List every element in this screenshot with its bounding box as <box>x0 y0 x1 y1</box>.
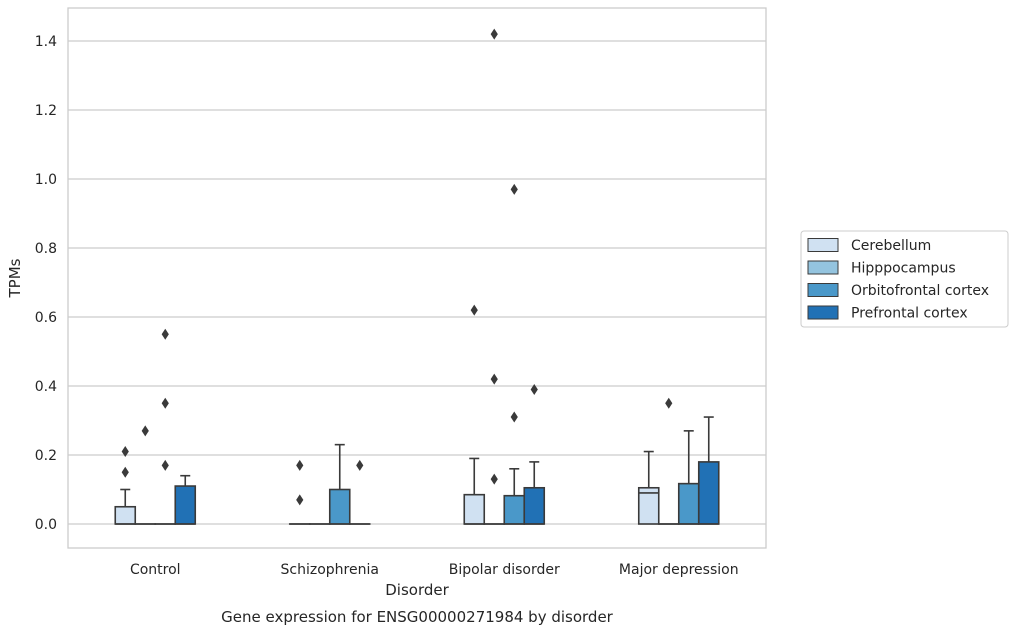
outlier-point <box>490 373 498 385</box>
legend-swatch <box>807 238 839 252</box>
outlier-point <box>490 473 498 485</box>
legend-swatch <box>807 260 839 275</box>
box-group <box>677 430 700 525</box>
y-tick-label: 0.6 <box>35 310 57 326</box>
y-tick-label: 0.8 <box>35 241 57 257</box>
grid-layer <box>68 40 766 525</box>
box-layer <box>114 28 720 525</box>
box-group <box>288 459 311 525</box>
x-tick-label: Schizophrenia <box>281 562 379 578</box>
box <box>697 461 720 525</box>
legend-swatch <box>807 305 839 320</box>
box <box>174 485 197 525</box>
y-tick-label: 0.0 <box>35 517 57 533</box>
box-group <box>463 304 486 525</box>
outlier-point <box>141 425 149 437</box>
box-group <box>174 474 197 525</box>
outlier-point <box>470 304 478 316</box>
legend-frame <box>800 230 1009 328</box>
box <box>114 505 137 525</box>
box-group <box>154 328 177 525</box>
x-axis-label: Disorder <box>385 581 449 599</box>
box <box>503 494 526 525</box>
box <box>328 488 351 525</box>
legend-label: Hipppocampus <box>851 261 956 277</box>
y-tick-label: 1.4 <box>35 34 57 50</box>
y-tick-label: 0.2 <box>35 448 57 464</box>
y-tick-label: 1.2 <box>35 103 57 119</box>
outlier-point <box>296 494 304 506</box>
outlier-point <box>121 446 129 458</box>
box <box>637 486 660 525</box>
outlier-point <box>161 328 169 340</box>
box <box>463 493 486 525</box>
outlier-point <box>161 397 169 409</box>
box-group <box>328 443 351 525</box>
plot-frame <box>67 7 767 549</box>
outlier-point <box>161 459 169 471</box>
box <box>677 482 700 525</box>
box-group <box>348 459 371 525</box>
outlier-point <box>296 459 304 471</box>
y-tick-labels: 0.0 0.2 0.4 0.6 0.8 1.0 1.2 1.4 <box>35 34 57 533</box>
outlier-point <box>510 183 518 195</box>
outlier-point <box>530 383 538 395</box>
box-group <box>503 183 526 525</box>
y-axis-label: TPMs <box>6 258 24 298</box>
y-tick-label: 0.4 <box>35 379 57 395</box>
outlier-point <box>356 459 364 471</box>
x-tick-labels: Control Schizophrenia Bipolar disorder Majo… <box>130 562 739 578</box>
legend-label: Cerebellum <box>851 238 931 254</box>
box-group <box>697 416 720 525</box>
box-group <box>523 383 546 525</box>
plot-area <box>68 8 766 548</box>
legend-label: Prefrontal cortex <box>851 306 968 322</box>
legend-label: Orbitofrontal cortex <box>851 283 989 299</box>
outlier-point <box>510 411 518 423</box>
x-tick-label: Bipolar disorder <box>449 562 560 578</box>
outlier-point <box>490 28 498 40</box>
box <box>523 486 546 525</box>
x-tick-label: Control <box>130 562 181 578</box>
box-group <box>637 450 660 525</box>
chart-caption: Gene expression for ENSG00000271984 by d… <box>221 608 614 626</box>
box-group <box>483 28 506 525</box>
legend-swatch <box>807 283 839 297</box>
box-group <box>114 446 137 525</box>
outlier-point <box>665 397 673 409</box>
outlier-point <box>121 466 129 478</box>
y-tick-label: 1.0 <box>35 172 57 188</box>
legend: Cerebellum Hipppocampus Orbitofrontal cort… <box>800 230 1009 328</box>
x-tick-label: Major depression <box>619 562 739 578</box>
